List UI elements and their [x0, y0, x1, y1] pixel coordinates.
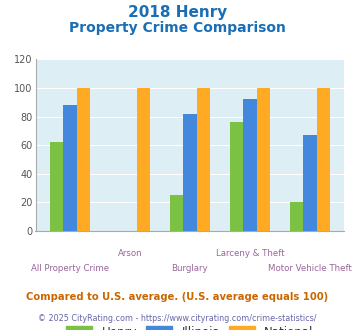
- Bar: [63, 105, 77, 231]
- Text: Motor Vehicle Theft: Motor Vehicle Theft: [268, 264, 352, 273]
- Text: Compared to U.S. average. (U.S. average equals 100): Compared to U.S. average. (U.S. average …: [26, 292, 329, 302]
- Bar: [183, 114, 197, 231]
- Text: All Property Crime: All Property Crime: [31, 264, 109, 273]
- Legend: Henry, Illinois, National: Henry, Illinois, National: [66, 326, 314, 330]
- Bar: [77, 88, 90, 231]
- Bar: [243, 99, 257, 231]
- Bar: [230, 122, 243, 231]
- Text: Burglary: Burglary: [171, 264, 208, 273]
- Bar: [257, 88, 270, 231]
- Text: Property Crime Comparison: Property Crime Comparison: [69, 21, 286, 35]
- Text: Larceny & Theft: Larceny & Theft: [215, 249, 284, 258]
- Bar: [170, 195, 183, 231]
- Bar: [290, 202, 303, 231]
- Bar: [317, 88, 330, 231]
- Bar: [50, 142, 63, 231]
- Text: Arson: Arson: [118, 249, 142, 258]
- Text: 2018 Henry: 2018 Henry: [128, 5, 227, 20]
- Bar: [137, 88, 150, 231]
- Text: © 2025 CityRating.com - https://www.cityrating.com/crime-statistics/: © 2025 CityRating.com - https://www.city…: [38, 314, 317, 323]
- Bar: [197, 88, 210, 231]
- Bar: [303, 135, 317, 231]
